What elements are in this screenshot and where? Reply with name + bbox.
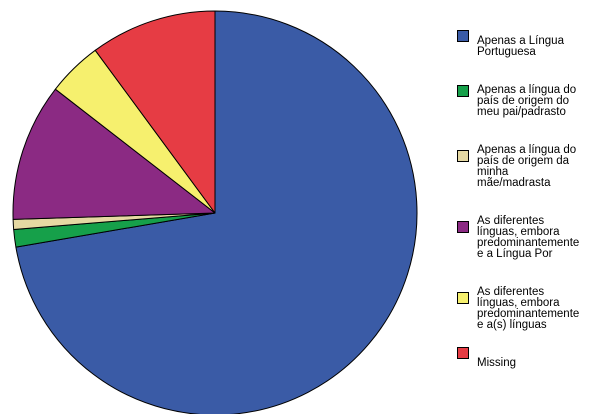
legend-label: As diferentes línguas, embora predominan… xyxy=(477,286,580,331)
legend-item: As diferentes línguas, embora predominan… xyxy=(457,265,610,331)
legend-label: As diferentes línguas, embora predominan… xyxy=(477,215,580,260)
legend-item: Apenas a língua do país de origem da min… xyxy=(457,123,610,189)
legend-swatch xyxy=(457,30,469,42)
legend-item: Missing xyxy=(457,336,610,369)
legend-item: As diferentes línguas, embora predominan… xyxy=(457,194,610,260)
legend-item: Apenas a Língua Portuguesa xyxy=(457,14,610,58)
legend-swatch xyxy=(457,84,469,97)
pie-slice xyxy=(94,10,216,214)
legend-swatch xyxy=(457,292,469,304)
legend-label: Apenas a língua do país de origem da min… xyxy=(477,144,577,189)
legend-swatch xyxy=(457,346,469,359)
legend-label: Apenas a Língua Portuguesa xyxy=(477,35,564,58)
legend-swatch xyxy=(457,150,469,162)
chart-legend: Apenas a Língua Portuguesa Apenas a líng… xyxy=(457,14,610,374)
pie-slice xyxy=(15,10,418,414)
legend-label: Apenas a língua do país de origem do meu… xyxy=(477,84,577,118)
legend-item: Apenas a língua do país de origem do meu… xyxy=(457,63,610,118)
legend-label: Missing xyxy=(477,357,516,369)
legend-swatch xyxy=(457,221,469,233)
pie-slice xyxy=(12,88,216,220)
